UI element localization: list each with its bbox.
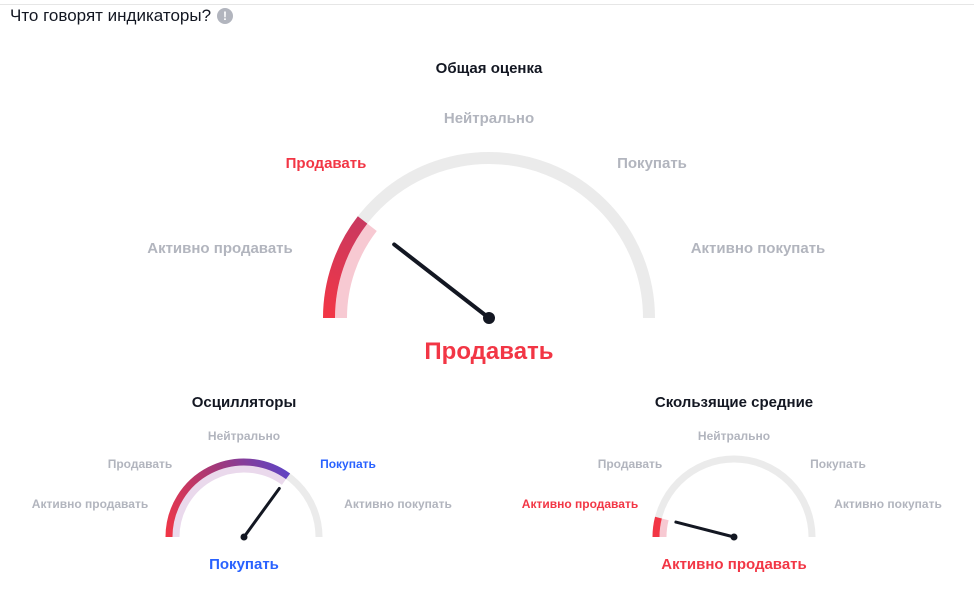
summary-gauge xyxy=(323,152,655,324)
moving-averages-label-neutral: Нейтрально xyxy=(697,429,771,443)
oscillators-result: Покупать xyxy=(209,556,279,573)
oscillators-label-strong-buy: Активно покупать xyxy=(344,497,452,511)
oscillators-label-buy: Покупать xyxy=(320,457,376,471)
summary-needle-pivot xyxy=(483,312,495,324)
summary-label-strong-sell: Активно продавать xyxy=(147,240,293,257)
oscillators-label-neutral: Нейтрально xyxy=(207,429,281,443)
oscillators-value-band xyxy=(165,458,291,538)
indicators-header: Что говорят индикаторы? ! xyxy=(10,6,234,26)
summary-track xyxy=(323,152,655,319)
oscillators-needle xyxy=(242,486,281,539)
oscillators-needle-pivot xyxy=(240,533,248,541)
oscillators-tint-band xyxy=(172,465,287,538)
moving_averages-tint-band xyxy=(659,518,669,538)
page-title: Что говорят индикаторы? xyxy=(10,6,212,25)
top-divider xyxy=(0,4,974,5)
moving_averages-needle-pivot xyxy=(730,533,738,541)
summary-value-band xyxy=(323,216,368,319)
info-icon[interactable]: ! xyxy=(217,8,234,24)
moving_averages-needle xyxy=(674,520,736,539)
summary-result: Продавать xyxy=(424,338,554,365)
moving_averages-track xyxy=(652,455,816,538)
moving-averages-label-strong-sell: Активно продавать xyxy=(521,497,639,511)
summary-label-buy: Покупать xyxy=(617,155,687,172)
summary-label-sell: Продавать xyxy=(285,155,367,172)
summary-label-neutral: Нейтрально xyxy=(443,110,535,127)
summary-needle xyxy=(392,242,491,320)
moving-averages-result: Активно продавать xyxy=(661,556,807,573)
moving-averages-label-sell: Продавать xyxy=(597,457,663,471)
summary-gauge-title: Общая оценка xyxy=(435,60,543,77)
moving-averages-label-buy: Покупать xyxy=(810,457,866,471)
oscillators-gauge-title: Осцилляторы xyxy=(191,394,297,411)
oscillators-label-sell: Продавать xyxy=(107,457,173,471)
summary-label-strong-buy: Активно покупать xyxy=(690,240,826,257)
moving-averages-gauge xyxy=(652,455,816,541)
oscillators-gauge xyxy=(165,458,323,541)
summary-tint-band xyxy=(335,223,377,319)
moving-averages-label-strong-buy: Активно покупать xyxy=(834,497,942,511)
oscillators-label-strong-sell: Активно продавать xyxy=(31,497,149,511)
moving_averages-value-band xyxy=(652,516,662,538)
moving-averages-gauge-title: Скользящие средние xyxy=(654,394,814,411)
